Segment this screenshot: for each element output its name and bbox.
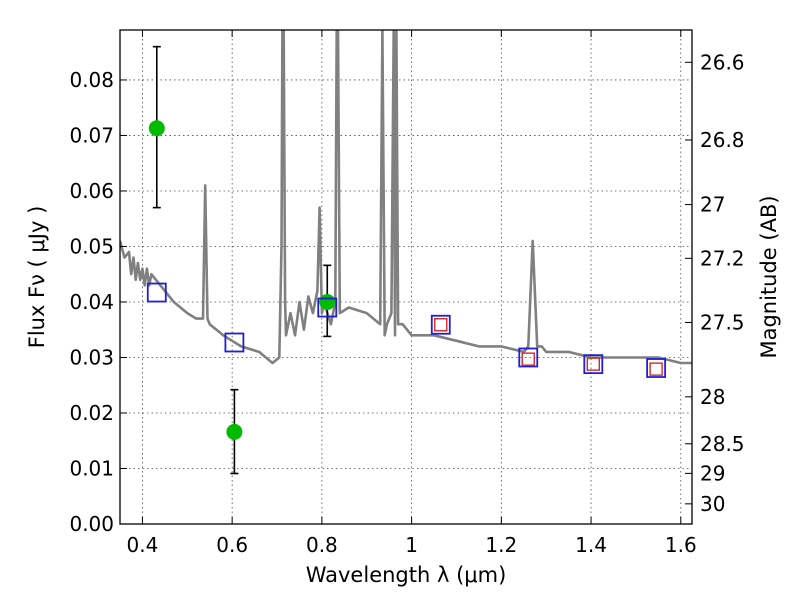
model-flux-square-inner [649,362,663,376]
y-tick-label: 0.02 [69,401,114,425]
plot-series [120,30,692,475]
model-flux-square-inner [434,318,448,332]
right-axis-label: Magnitude (AB) [757,195,781,358]
y-tick-label: 0.03 [69,345,114,369]
y-axis-label: Flux Fν ( μJy ) [25,206,49,349]
right-tick-label: 30 [700,492,725,516]
y-tick-label: 0.00 [69,512,114,536]
y-tick-label: 0.07 [69,123,114,147]
photometry-point [226,423,243,440]
y-tick-label: 0.08 [69,68,114,92]
right-tick-label: 29 [700,461,725,485]
x-tick-label: 1.6 [665,533,697,557]
model-flux-square [146,282,167,303]
model-flux-square-inner [521,352,535,366]
right-tick-label: 28.5 [700,432,745,456]
model-flux-square-inner [586,357,601,371]
photometry-point [319,293,336,310]
model-flux-square [224,332,245,353]
model-flux-square [646,358,667,378]
right-tick-label: 27.5 [700,310,745,334]
right-tick-label: 26.8 [700,128,745,152]
right-tick-label: 28 [700,385,725,409]
y-tick-label: 0.06 [69,179,114,203]
y-tick-label: 0.05 [69,234,114,258]
model-flux-square [430,314,451,335]
photometry-point [148,120,165,137]
model-flux-square [317,297,338,318]
model-flux-square [583,354,604,375]
x-tick-label: 0.4 [127,533,159,557]
right-tick-label: 26.6 [700,50,745,74]
axes-frame [119,29,693,525]
y-tick-label: 0.01 [69,456,114,480]
model-spectrum-line [120,30,692,365]
axis-ticks: 0.4 0.6 0.8 1 1.2 1.4 1.6 0.00 0.01 0.02 0.03 0.04 0… [69,30,745,557]
x-tick-label: 0.8 [306,533,338,557]
x-tick-label: 1.2 [485,533,517,557]
x-tick-label: 0.6 [216,533,248,557]
x-tick-label: 1.4 [575,533,607,557]
plot-area [120,30,692,475]
right-tick-label: 27 [700,193,725,217]
model-flux-square [518,347,539,368]
x-tick-label: 1 [405,533,418,557]
right-tick-label: 27.2 [700,246,745,270]
y-tick-label: 0.04 [69,290,114,314]
x-axis-label: Wavelength λ (μm) [306,563,507,587]
